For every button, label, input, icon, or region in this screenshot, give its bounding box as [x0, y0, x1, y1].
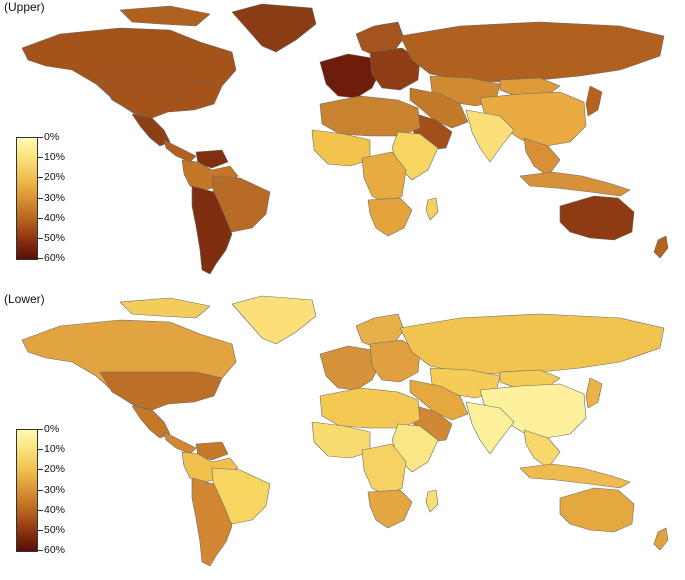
upper-legend-color-bar: [16, 137, 38, 260]
region-russia: [399, 313, 665, 375]
lower-legend-tick: [38, 550, 43, 551]
region-north-africa: [319, 95, 421, 137]
upper-legend-tick: [38, 157, 43, 159]
lower-legend-label: 20%: [44, 463, 66, 476]
region-eastern-europe: [369, 339, 421, 383]
region-australia: [559, 487, 635, 533]
region-western-europe: [319, 53, 381, 99]
upper-legend-label: 40%: [44, 211, 66, 224]
upper-panel-title: (Upper): [4, 0, 45, 14]
region-usa: [99, 371, 223, 411]
lower-map-panel: (Lower) 0% 10% 20% 30% 40% 50% 60%: [0, 292, 685, 580]
upper-legend-tick: [38, 137, 43, 138]
region-west-africa: [311, 129, 371, 167]
region-scandinavia: [355, 21, 405, 57]
region-new-zealand: [653, 527, 669, 551]
lower-legend-label: 10%: [44, 443, 66, 456]
region-indonesia: [519, 463, 631, 489]
region-canada-islands: [119, 297, 211, 319]
region-madagascar: [425, 197, 439, 221]
region-scandinavia: [355, 313, 405, 349]
region-canada-islands: [119, 5, 211, 27]
lower-legend-tick: [38, 529, 43, 531]
region-usa: [99, 79, 223, 119]
lower-legend-label: 30%: [44, 483, 66, 496]
region-western-europe: [319, 345, 381, 391]
region-central-america: [163, 431, 197, 455]
region-greenland: [231, 295, 317, 345]
upper-legend-label: 20%: [44, 171, 66, 184]
lower-legend-label: 0%: [44, 423, 60, 435]
region-russia: [399, 21, 665, 83]
upper-map-panel: (Upper) 0% 10% 20% 30% 40% 50% 60%: [0, 0, 685, 288]
region-indonesia: [519, 171, 631, 197]
region-madagascar: [425, 489, 439, 513]
region-southern-africa: [367, 489, 413, 529]
upper-legend-label: 60%: [44, 252, 66, 264]
region-japan: [585, 85, 603, 117]
lower-legend-label: 60%: [44, 544, 66, 556]
upper-legend-tick: [38, 177, 43, 179]
region-north-africa: [319, 387, 421, 429]
lower-legend-tick: [38, 489, 43, 491]
lower-legend-tick: [38, 449, 43, 451]
lower-legend-label: 50%: [44, 523, 66, 536]
upper-legend-label: 30%: [44, 191, 66, 204]
lower-legend-tick: [38, 509, 43, 511]
upper-legend-tick: [38, 237, 43, 239]
region-south-america-south: [191, 477, 233, 567]
region-south-asia: [465, 401, 515, 455]
region-west-africa: [311, 421, 371, 459]
lower-world-map: [21, 295, 669, 567]
region-greenland: [231, 3, 317, 53]
region-south-asia: [465, 109, 515, 163]
upper-legend-label: 0%: [44, 131, 60, 143]
upper-legend-tick: [38, 197, 43, 199]
upper-legend-tick: [38, 258, 43, 259]
region-middle-east: [409, 379, 469, 421]
lower-legend-tick: [38, 429, 43, 430]
upper-world-map: [21, 3, 669, 275]
region-australia: [559, 195, 635, 241]
lower-legend-label: 40%: [44, 503, 66, 516]
lower-legend-color-bar: [16, 429, 38, 552]
region-southern-africa: [367, 197, 413, 237]
upper-legend-label: 10%: [44, 151, 66, 164]
upper-legend-tick: [38, 217, 43, 219]
region-eastern-europe: [369, 47, 421, 91]
lower-panel-title: (Lower): [4, 292, 45, 306]
lower-legend-tick: [38, 469, 43, 471]
upper-legend-label: 50%: [44, 231, 66, 244]
region-japan: [585, 377, 603, 409]
region-central-america: [163, 139, 197, 163]
region-new-zealand: [653, 235, 669, 259]
region-south-america-south: [191, 185, 233, 275]
region-middle-east: [409, 87, 469, 129]
